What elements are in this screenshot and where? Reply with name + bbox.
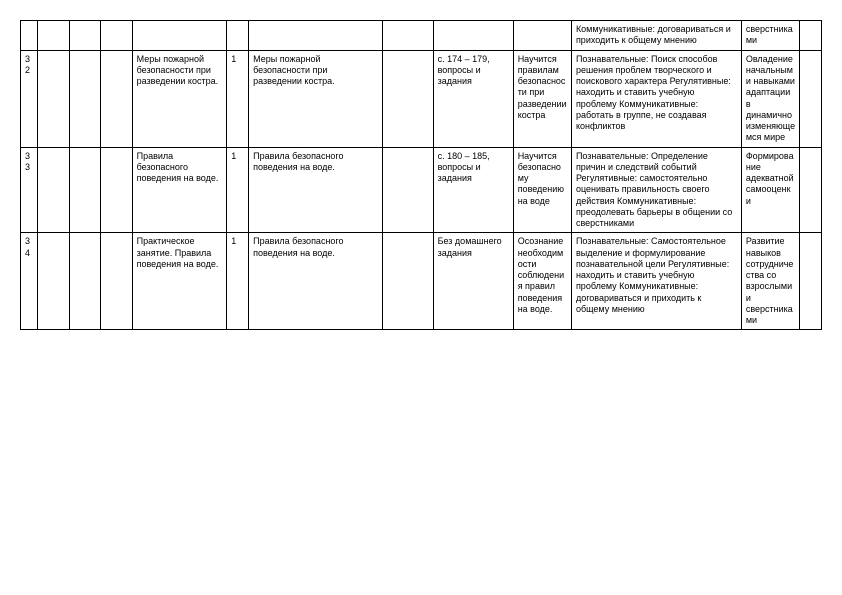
cell-result: Научится безопасному поведению на воде	[513, 147, 571, 233]
cell-uud: Коммуникативные: договариваться и приход…	[571, 21, 741, 51]
cell-materials: Без домашнего задания	[433, 233, 513, 330]
cell-empty	[382, 50, 433, 147]
cell-personal: Овладение начальными навыками адаптации …	[741, 50, 799, 147]
cell-materials: с. 180 – 185, вопросы и задания	[433, 147, 513, 233]
cell-num: 33	[21, 147, 38, 233]
cell-hours: 1	[227, 233, 249, 330]
cell-hours: 1	[227, 50, 249, 147]
cell-topic	[132, 21, 227, 51]
cell-col2	[69, 233, 101, 330]
cell-empty	[382, 233, 433, 330]
cell-col3	[101, 233, 133, 330]
cell-topic: Правила безопасного поведения на воде.	[132, 147, 227, 233]
table-row: 33 Правила безопасного поведения на воде.…	[21, 147, 822, 233]
cell-uud: Познавательные: Самостоятельное выделени…	[571, 233, 741, 330]
cell-col3	[101, 21, 133, 51]
cell-empty	[382, 21, 433, 51]
cell-last	[800, 233, 822, 330]
cell-col1	[37, 21, 69, 51]
cell-col2	[69, 50, 101, 147]
cell-num: 32	[21, 50, 38, 147]
cell-hours	[227, 21, 249, 51]
cell-uud: Познавательные: Поиск способов решения п…	[571, 50, 741, 147]
cell-num	[21, 21, 38, 51]
cell-content: Правила безопасного поведения на воде.	[249, 233, 383, 330]
table-row: Коммуникативные: договариваться и приход…	[21, 21, 822, 51]
cell-col1	[37, 147, 69, 233]
cell-materials: с. 174 – 179, вопросы и задания	[433, 50, 513, 147]
cell-topic: Меры пожарной безопасности при разведени…	[132, 50, 227, 147]
cell-col2	[69, 21, 101, 51]
cell-hours: 1	[227, 147, 249, 233]
cell-col3	[101, 50, 133, 147]
cell-last	[800, 50, 822, 147]
cell-last	[800, 21, 822, 51]
cell-content	[249, 21, 383, 51]
cell-content: Меры пожарной безопасности при разведени…	[249, 50, 383, 147]
table-row: 32 Меры пожарной безопасности при разведе…	[21, 50, 822, 147]
cell-result	[513, 21, 571, 51]
cell-materials	[433, 21, 513, 51]
cell-last	[800, 147, 822, 233]
cell-empty	[382, 147, 433, 233]
cell-personal: Развитие навыков сотрудничества со взрос…	[741, 233, 799, 330]
cell-content: Правила безопасного поведения на воде.	[249, 147, 383, 233]
cell-result: Осознание необходимости соблюдения прави…	[513, 233, 571, 330]
cell-personal: Формирование адекватной самооценки	[741, 147, 799, 233]
curriculum-table: Коммуникативные: договариваться и приход…	[20, 20, 822, 330]
cell-topic: Практическое занятие. Правила поведения …	[132, 233, 227, 330]
cell-col1	[37, 233, 69, 330]
table-row: 34 Практическое занятие. Правила поведени…	[21, 233, 822, 330]
cell-col2	[69, 147, 101, 233]
cell-uud: Познавательные: Определение причин и сле…	[571, 147, 741, 233]
cell-col1	[37, 50, 69, 147]
cell-col3	[101, 147, 133, 233]
cell-personal: сверстниками	[741, 21, 799, 51]
cell-num: 34	[21, 233, 38, 330]
cell-result: Научится правилам безопасности при разве…	[513, 50, 571, 147]
